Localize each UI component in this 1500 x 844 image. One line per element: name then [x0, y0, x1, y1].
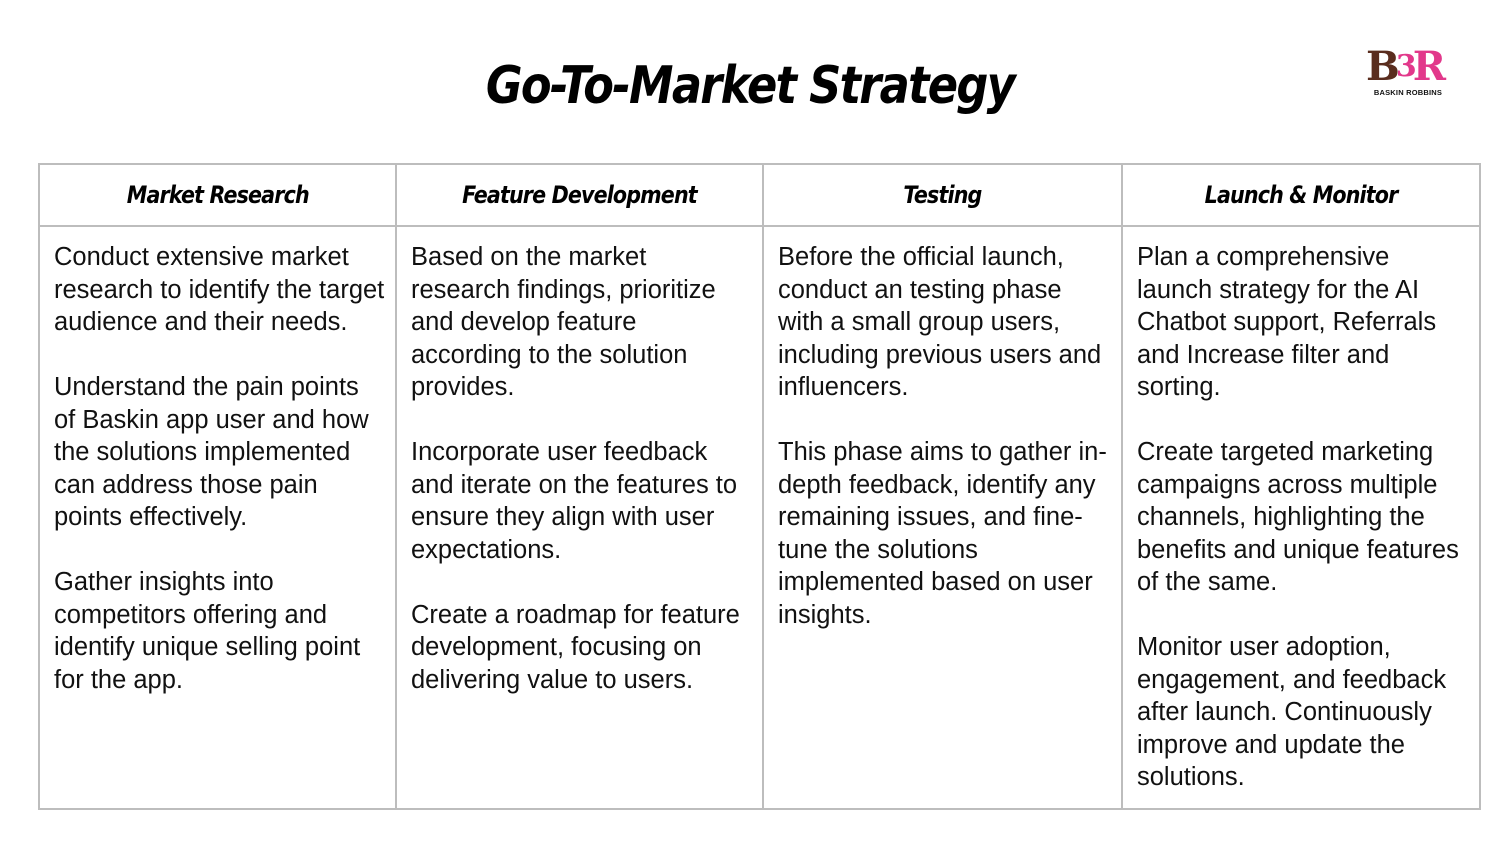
slide-title: Go-To-Market Strategy: [485, 56, 1016, 116]
column-header-testing: Testing: [762, 163, 1123, 227]
paragraph: Before the official launch, conduct an t…: [778, 243, 1102, 401]
paragraph: This phase aims to gather in-depth feedb…: [778, 438, 1107, 629]
paragraph: Incorporate user feedback and iterate on…: [411, 438, 738, 564]
paragraph: Create a roadmap for feature development…: [411, 600, 740, 694]
logo-mark: B3R: [1366, 43, 1446, 90]
cell-testing: Before the official launch, conduct an t…: [762, 225, 1123, 810]
paragraph: Create targeted marketing campaigns acro…: [1137, 438, 1459, 596]
cell-market-research: Conduct extensive market research to ide…: [38, 225, 397, 810]
column-header-market-research: Market Research: [38, 163, 397, 227]
strategy-table: Market Research Feature Development Test…: [38, 163, 1481, 810]
paragraph: Monitor user adoption, engagement, and f…: [1137, 633, 1447, 791]
paragraph: Gather insights into competitors offerin…: [54, 568, 361, 694]
logo-tagline: BASKIN ROBBINS: [1373, 88, 1443, 97]
column-header-launch-monitor: Launch & Monitor: [1121, 163, 1481, 227]
baskin-robbins-logo: B3R BASKIN ROBBINS: [1362, 46, 1454, 108]
paragraph: Conduct extensive market research to ide…: [54, 243, 385, 336]
paragraph: Understand the pain points of Baskin app…: [54, 373, 369, 531]
column-header-feature-development: Feature Development: [395, 163, 764, 227]
cell-launch-monitor: Plan a comprehensive launch strategy for…: [1121, 225, 1481, 810]
table-body-row: Conduct extensive market research to ide…: [38, 225, 1481, 810]
table-header-row: Market Research Feature Development Test…: [38, 163, 1481, 227]
cell-feature-development: Based on the market research findings, p…: [395, 225, 764, 810]
paragraph: Based on the market research findings, p…: [411, 243, 716, 401]
paragraph: Plan a comprehensive launch strategy for…: [1137, 243, 1437, 401]
